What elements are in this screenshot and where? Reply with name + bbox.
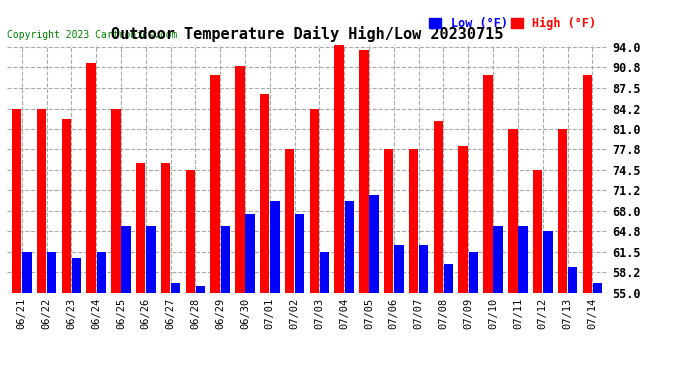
Bar [419, 245, 428, 292]
Bar [543, 231, 553, 292]
Bar [37, 109, 46, 292]
Text: Copyright 2023 Cartronics.com: Copyright 2023 Cartronics.com [7, 30, 177, 40]
Bar [359, 50, 368, 292]
Bar [121, 226, 131, 292]
Bar [335, 44, 344, 292]
Bar [320, 252, 329, 292]
Bar [161, 164, 170, 292]
Bar [310, 109, 319, 292]
Bar [22, 252, 32, 292]
Bar [210, 75, 220, 292]
Bar [111, 109, 121, 292]
Bar [221, 226, 230, 292]
Bar [72, 258, 81, 292]
Bar [186, 170, 195, 292]
Bar [394, 245, 404, 292]
Bar [444, 264, 453, 292]
Bar [384, 149, 393, 292]
Bar [285, 149, 294, 292]
Bar [86, 63, 96, 292]
Bar [47, 252, 57, 292]
Bar [246, 214, 255, 292]
Bar [369, 195, 379, 292]
Bar [270, 201, 279, 292]
Legend: Low (°F), High (°F): Low (°F), High (°F) [424, 12, 601, 35]
Bar [12, 109, 21, 292]
Bar [171, 283, 180, 292]
Bar [295, 214, 304, 292]
Bar [409, 149, 418, 292]
Title: Outdoor Temperature Daily High/Low 20230715: Outdoor Temperature Daily High/Low 20230… [111, 27, 503, 42]
Bar [136, 164, 146, 292]
Bar [196, 286, 205, 292]
Bar [146, 226, 156, 292]
Bar [260, 94, 270, 292]
Bar [508, 129, 518, 292]
Bar [61, 119, 71, 292]
Bar [493, 226, 503, 292]
Bar [469, 252, 478, 292]
Bar [568, 267, 578, 292]
Bar [434, 121, 443, 292]
Bar [558, 129, 567, 292]
Bar [582, 75, 592, 292]
Bar [344, 201, 354, 292]
Bar [235, 66, 245, 292]
Bar [593, 283, 602, 292]
Bar [458, 146, 468, 292]
Bar [97, 252, 106, 292]
Bar [518, 226, 528, 292]
Bar [483, 75, 493, 292]
Bar [533, 170, 542, 292]
